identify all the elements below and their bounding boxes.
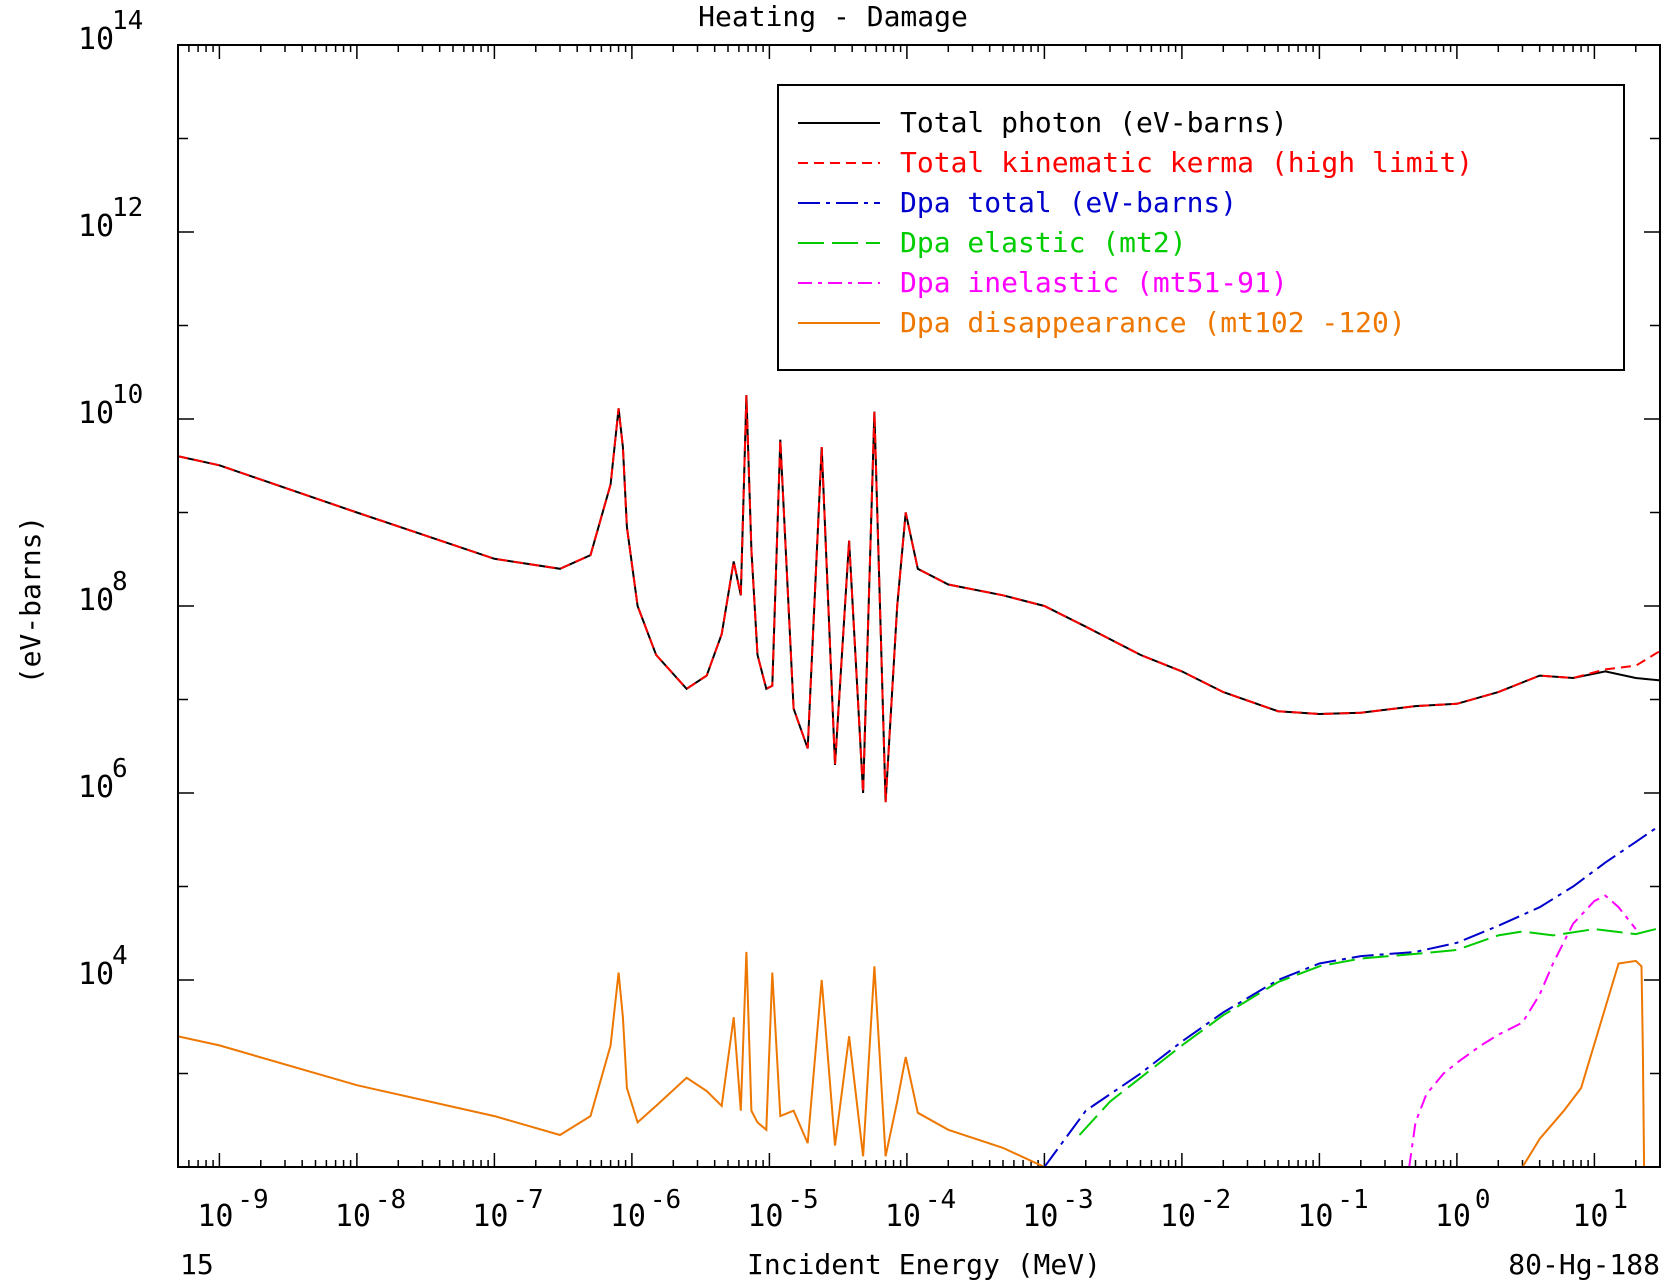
series-line-total-kinematic-kerma-high-limit [178,395,1660,803]
x-tick-exponent: -9 [237,1185,268,1215]
x-tick-label: 10 [197,1199,233,1234]
y-tick-label: 10 [78,396,114,431]
legend-label: Dpa inelastic (mt51-91) [900,266,1288,299]
x-tick-exponent: -6 [650,1185,681,1215]
legend-label: Dpa elastic (mt2) [900,226,1187,259]
legend-label: Dpa total (eV-barns) [900,186,1237,219]
y-tick-label: 10 [78,957,114,992]
x-tick-label: 10 [1297,1199,1333,1234]
x-axis-label: Incident Energy (MeV) [747,1248,1101,1281]
y-tick-exponent: 4 [112,941,128,971]
x-tick-label: 10 [610,1199,646,1234]
x-tick-exponent: -5 [787,1185,818,1215]
y-tick-exponent: 10 [112,380,143,410]
series-line-dpa-elastic-mt2 [1078,927,1660,1136]
x-tick-exponent: -4 [925,1185,956,1215]
x-tick-exponent: -7 [512,1185,543,1215]
series-line-dpa-disappearance-mt102-120 [178,951,1646,1167]
y-tick-exponent: 8 [112,567,128,597]
x-tick-label: 10 [1572,1199,1608,1234]
x-tick-exponent: -8 [375,1185,406,1215]
x-tick-labels: 10 -9 10 -8 10 -7 10 -6 10 -5 10 -4 10 -3 10 -2 10 -1 10 0 1… [197,1185,1628,1234]
y-tick-label: 10 [78,209,114,244]
x-tick-exponent: -1 [1337,1185,1368,1215]
x-tick-label: 10 [1160,1199,1196,1234]
y-tick-exponent: 14 [112,6,143,36]
legend-label: Dpa disappearance (mt102 -120) [900,306,1406,339]
plot-frame [177,44,1661,1168]
x-tick-exponent: -2 [1200,1185,1231,1215]
legend: Total photon (eV-barns) Total kinematic k… [777,84,1625,371]
chart-title: Heating - Damage [698,0,968,33]
y-axis-label: (eV-barns) [14,516,47,685]
y-tick-exponent: 6 [112,754,128,784]
x-tick-label: 10 [747,1199,783,1234]
y-tick-exponent: 12 [112,193,143,223]
y-tick-label: 10 [78,22,114,57]
x-tick-label: 10 [335,1199,371,1234]
x-tick-exponent: 1 [1612,1185,1628,1215]
legend-box [777,84,1625,371]
x-tick-label: 10 [885,1199,921,1234]
x-tick-label: 10 [472,1199,508,1234]
x-tick-exponent: -3 [1062,1185,1093,1215]
footer-right-label: 80-Hg-188 [1508,1248,1660,1281]
x-tick-label: 10 [1435,1199,1471,1234]
series-line-dpa-total-ev-barns [1043,824,1660,1167]
x-tick-exponent: 0 [1475,1185,1491,1215]
y-tick-label: 10 [78,583,114,618]
y-tick-label: 10 [78,770,114,805]
legend-label: Total kinematic kerma (high limit) [900,146,1473,179]
series-lines [178,395,1660,1167]
x-tick-label: 10 [1022,1199,1058,1234]
legend-label: Total photon (eV-barns) [900,106,1288,139]
footer-left-label: 15 [180,1248,214,1281]
